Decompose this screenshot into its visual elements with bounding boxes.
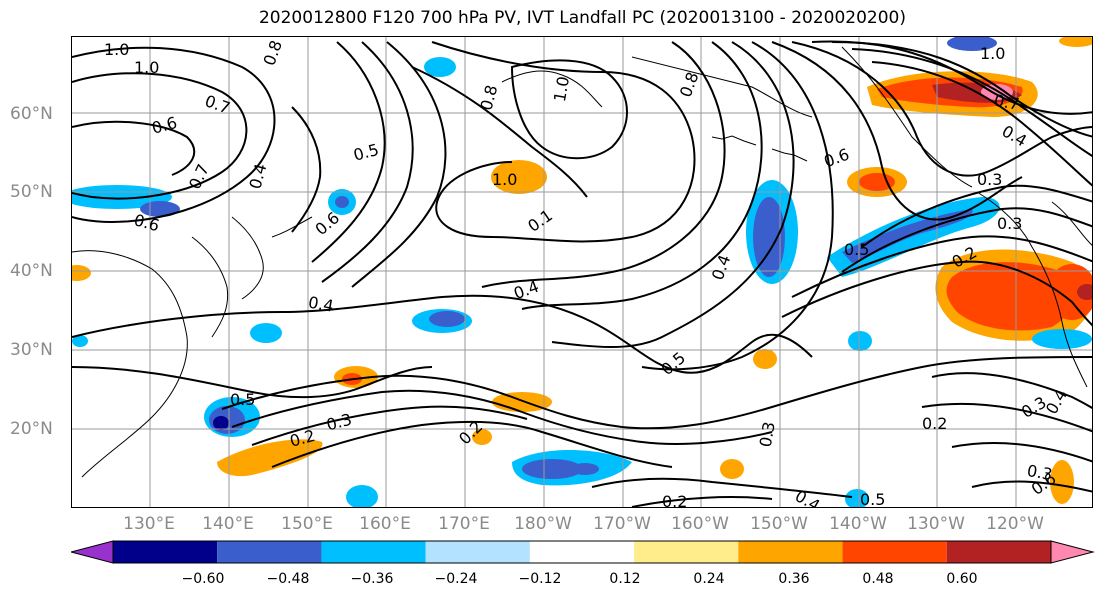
contour-label: 0.8 bbox=[476, 83, 501, 113]
contour-label: 0.4 bbox=[708, 252, 735, 282]
colorbar-tick: 0.12 bbox=[609, 571, 641, 587]
contour-label: 0.3 bbox=[977, 170, 1002, 189]
lat-label: 50°N bbox=[10, 182, 53, 202]
contour-label: 0.8 bbox=[259, 38, 286, 68]
contour-label: 0.5 bbox=[230, 390, 255, 409]
shade-negative bbox=[845, 489, 869, 507]
shade-positive bbox=[491, 160, 547, 194]
contour-label: 0.2 bbox=[922, 414, 947, 433]
contour-label: 1.0 bbox=[134, 58, 159, 77]
contour-label: 0.2 bbox=[662, 492, 687, 508]
shade-positive bbox=[753, 349, 777, 369]
colorbar bbox=[71, 540, 1095, 564]
contour-label: 0.5 bbox=[351, 140, 381, 165]
lon-label: 160°E bbox=[359, 514, 411, 534]
contour-label: 1.0 bbox=[980, 44, 1005, 63]
lon-label: 150°E bbox=[281, 514, 333, 534]
contour-label: 0.6 bbox=[150, 113, 180, 138]
contour-label: 0.1 bbox=[524, 206, 556, 236]
colorbar-tick: −0.24 bbox=[434, 571, 478, 587]
shade-negative bbox=[1032, 329, 1092, 349]
lon-label: 130°E bbox=[123, 514, 175, 534]
colorbar-frame bbox=[112, 540, 1052, 564]
shade-negative-strong bbox=[571, 463, 599, 475]
shade-positive-max bbox=[1077, 284, 1092, 300]
lat-label: 60°N bbox=[10, 104, 53, 124]
colorbar-tick: −0.36 bbox=[350, 571, 394, 587]
colorbar-segment bbox=[634, 541, 739, 563]
lon-label: 120°W bbox=[986, 514, 1044, 534]
shade-positive bbox=[72, 265, 91, 281]
lon-label: 140°W bbox=[829, 514, 887, 534]
contour-label: 1.0 bbox=[550, 75, 573, 103]
contour-label: 1.0 bbox=[104, 40, 129, 59]
shade-negative bbox=[424, 57, 456, 77]
contour-label: 0.3 bbox=[1026, 461, 1054, 484]
lon-label: 170°W bbox=[593, 514, 651, 534]
shade-negative-strong bbox=[947, 37, 997, 51]
shade-negative-strong bbox=[753, 197, 785, 277]
lon-label: 140°E bbox=[202, 514, 254, 534]
shade-positive-strong bbox=[946, 262, 1075, 331]
lon-label: 130°W bbox=[907, 514, 965, 534]
shade-negative bbox=[72, 335, 88, 347]
shade-negative-strong bbox=[522, 459, 582, 479]
shade-negative-max bbox=[213, 416, 229, 430]
lon-label: 170°E bbox=[438, 514, 490, 534]
lon-label: 160°W bbox=[671, 514, 729, 534]
pv-contours bbox=[72, 40, 1092, 507]
shade-positive bbox=[1050, 460, 1074, 504]
colorbar-segment bbox=[842, 541, 947, 563]
shade-positive bbox=[217, 439, 323, 477]
shade-positive bbox=[720, 459, 744, 479]
map-panel: 1.0 1.0 0.8 0.7 0.6 0.7 0.4 0.6 0.5 0.8 … bbox=[71, 36, 1093, 508]
colorbar-segment bbox=[113, 541, 218, 563]
colorbar-segment bbox=[217, 541, 322, 563]
lon-label: 180°W bbox=[514, 514, 572, 534]
contour-label: 0.5 bbox=[860, 490, 885, 508]
shade-positive bbox=[472, 429, 492, 445]
contour-label: 0.4 bbox=[1042, 386, 1071, 418]
colorbar-segment bbox=[529, 541, 635, 563]
colorbar-tick: 0.24 bbox=[693, 571, 725, 587]
shade-negative bbox=[848, 331, 872, 351]
colorbar-tick: 0.60 bbox=[946, 571, 978, 587]
lon-label: 150°W bbox=[750, 514, 808, 534]
contour-label: 1.0 bbox=[492, 170, 517, 189]
colorbar-tick: 0.48 bbox=[862, 571, 894, 587]
colorbar-segment bbox=[946, 541, 1051, 563]
shade-negative-strong bbox=[429, 311, 465, 327]
map-canvas: 1.0 1.0 0.8 0.7 0.6 0.7 0.4 0.6 0.5 0.8 … bbox=[72, 37, 1092, 508]
colorbar-segment bbox=[321, 541, 426, 563]
colorbar-segment bbox=[738, 541, 843, 563]
colorbar-segments bbox=[71, 540, 1095, 564]
lat-label: 30°N bbox=[10, 340, 53, 360]
contour-label: 0.3 bbox=[997, 214, 1022, 233]
contour-label: 0.5 bbox=[657, 348, 689, 379]
contour-label: 0.4 bbox=[246, 162, 271, 192]
contour-label: 0.5 bbox=[844, 240, 869, 259]
lat-label: 40°N bbox=[10, 261, 53, 281]
contour-label: 0.3 bbox=[324, 410, 354, 435]
contour-label: 0.3 bbox=[756, 420, 779, 448]
colorbar-tick: −0.60 bbox=[181, 571, 225, 587]
map-title: 2020012800 F120 700 hPa PV, IVT Landfall… bbox=[258, 8, 906, 28]
contour-label: 0.7 bbox=[993, 91, 1021, 114]
contour-label: 0.4 bbox=[307, 293, 335, 316]
colorbar-extension-low bbox=[71, 540, 114, 564]
colorbar-tick: 0.36 bbox=[778, 571, 810, 587]
colorbar-tick: −0.12 bbox=[518, 571, 562, 587]
colorbar-tick: −0.48 bbox=[266, 571, 310, 587]
lat-label: 20°N bbox=[10, 419, 53, 439]
shade-negative-strong bbox=[335, 196, 349, 208]
colorbar-segment bbox=[425, 541, 530, 563]
shade-negative bbox=[250, 323, 282, 343]
colorbar-extension-high bbox=[1050, 540, 1095, 564]
shade-positive bbox=[1059, 37, 1092, 47]
shade-negative bbox=[346, 485, 378, 507]
contour-label: 0.4 bbox=[792, 486, 824, 508]
